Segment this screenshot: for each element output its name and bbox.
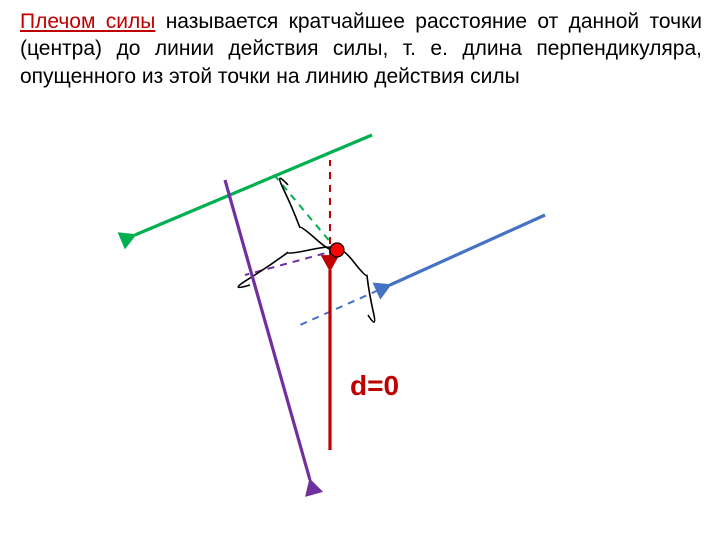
perpendicular-bracket — [337, 250, 375, 322]
force-arm-diagram — [0, 120, 720, 540]
extension-line — [245, 250, 337, 275]
definition-term: Плечом силы — [20, 10, 155, 33]
page: Плечом силы называется кратчайшее рассто… — [0, 0, 720, 540]
definition-paragraph: Плечом силы называется кратчайшее рассто… — [20, 8, 702, 90]
pivot-point — [330, 243, 344, 257]
extension-line — [300, 285, 390, 325]
dashed-extensions — [245, 160, 390, 325]
force-arrow-blue — [390, 215, 545, 285]
force-arrow-purple — [225, 180, 310, 480]
force-arrow-green — [135, 135, 372, 235]
d-zero-label: d=0 — [350, 370, 399, 402]
